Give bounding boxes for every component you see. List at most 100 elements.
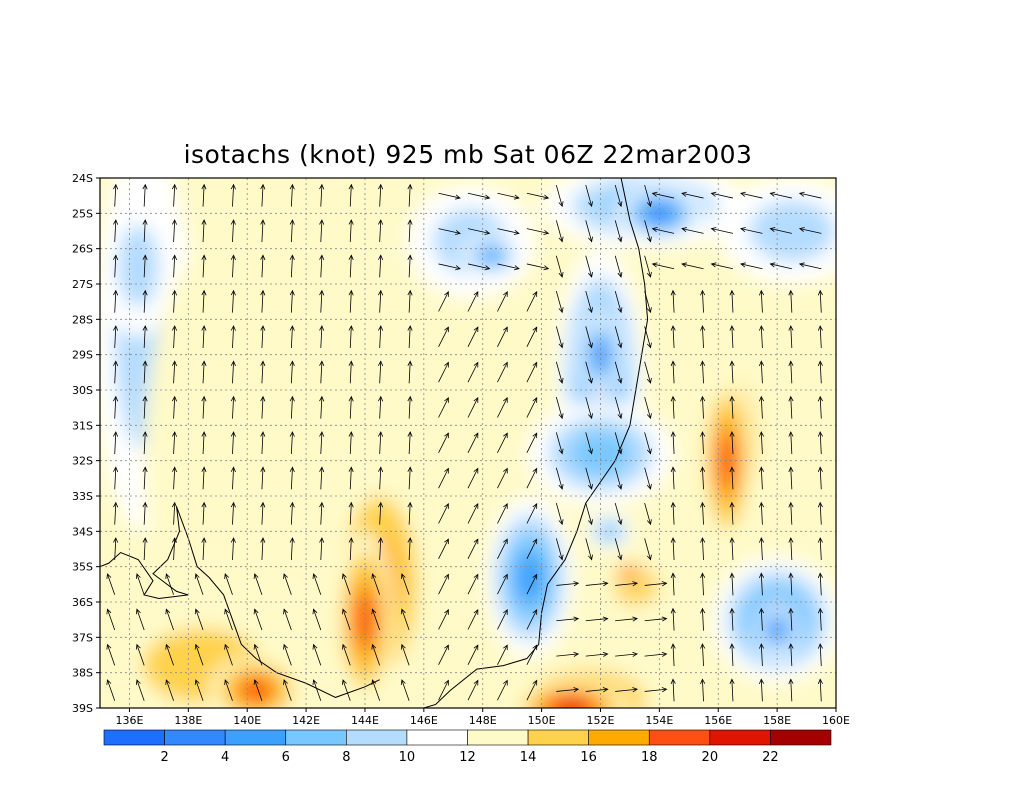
- wind-arrow: [173, 325, 176, 349]
- colorbar-swatch: [406, 729, 468, 746]
- wind-arrow: [438, 468, 449, 489]
- wind-arrow: [438, 432, 449, 454]
- wind-arrowhead: [646, 519, 652, 526]
- wind-arrow: [408, 290, 411, 313]
- wind-arrow: [401, 609, 410, 631]
- wind-arrow: [438, 397, 449, 418]
- wind-arrowhead: [646, 448, 652, 455]
- wind-arrow: [467, 609, 479, 630]
- wind-arrow: [408, 537, 411, 561]
- wind-arrowhead: [106, 679, 112, 685]
- wind-arrow: [438, 574, 449, 595]
- wind-arrowhead: [113, 466, 119, 473]
- wind-arrowhead: [700, 572, 706, 579]
- wind-arrowhead: [788, 643, 794, 649]
- wind-arrow: [438, 263, 461, 270]
- wind-arrow: [290, 219, 293, 243]
- wind-arrowhead: [312, 643, 318, 650]
- wind-arrowhead: [503, 432, 508, 439]
- wind-arrow: [790, 643, 793, 667]
- wind-arrowhead: [400, 679, 406, 685]
- wind-arrowhead: [788, 572, 794, 579]
- wind-arrowhead: [729, 572, 735, 579]
- wind-arrow: [731, 608, 734, 631]
- wind-arrowhead: [473, 573, 479, 580]
- wind-arrowhead: [407, 431, 413, 437]
- wind-arrow: [614, 396, 622, 419]
- wind-arrowhead: [503, 573, 508, 580]
- wind-arrowhead: [378, 537, 384, 543]
- wind-arrowhead: [444, 573, 449, 580]
- wind-arrowhead: [224, 643, 230, 650]
- wind-arrowhead: [503, 326, 508, 333]
- colorbar-label: 12: [459, 750, 476, 765]
- wind-arrow: [585, 184, 593, 207]
- wind-arrowhead: [371, 608, 377, 615]
- wind-arrowhead: [670, 325, 676, 331]
- wind-arrowhead: [319, 537, 325, 543]
- wind-arrow: [254, 679, 263, 701]
- wind-arrow: [556, 688, 579, 692]
- wind-arrowhead: [788, 360, 794, 367]
- wind-arrow: [202, 184, 205, 207]
- wind-arrowhead: [729, 289, 735, 296]
- wind-arrow: [760, 573, 763, 596]
- wind-arrowhead: [670, 360, 676, 367]
- colorbar-swatch: [467, 729, 529, 746]
- wind-arrow: [232, 431, 234, 455]
- wind-arrow: [585, 502, 593, 525]
- wind-arrowhead: [224, 679, 230, 685]
- wind-arrowhead: [473, 679, 479, 686]
- wind-arrow: [614, 361, 622, 384]
- speed-field: [100, 178, 836, 708]
- wind-arrowhead: [710, 191, 717, 197]
- speed-region: [624, 569, 636, 579]
- wind-arrow: [165, 609, 174, 631]
- wind-arrowhead: [646, 201, 652, 208]
- speed-region: [748, 200, 835, 262]
- wind-arrow: [408, 219, 411, 243]
- wind-arrow: [702, 608, 704, 631]
- wind-arrow: [143, 184, 146, 207]
- wind-arrowhead: [503, 361, 508, 368]
- wind-arrow: [114, 325, 117, 349]
- wind-arrowhead: [407, 325, 413, 331]
- wind-arrowhead: [142, 325, 148, 331]
- wind-arrowhead: [617, 554, 623, 561]
- wind-arrow: [644, 688, 667, 692]
- wind-arrowhead: [407, 501, 413, 508]
- wind-arrow: [313, 644, 322, 666]
- wind-arrow: [467, 263, 490, 270]
- wind-arrowhead: [135, 643, 141, 650]
- wind-arrowhead: [700, 431, 706, 437]
- wind-arrowhead: [142, 466, 148, 473]
- y-tick-label: 28S: [72, 313, 93, 326]
- wind-arrow: [585, 538, 593, 560]
- wind-arrowhead: [289, 289, 295, 296]
- wind-arrow: [672, 502, 675, 525]
- wind-arrow: [261, 467, 264, 490]
- wind-arrow: [408, 396, 411, 419]
- wind-arrow: [438, 362, 449, 383]
- wind-arrowhead: [113, 289, 119, 296]
- wind-arrow: [254, 573, 263, 595]
- wind-arrowhead: [473, 609, 479, 615]
- wind-arrowhead: [700, 678, 706, 685]
- wind-arrow: [438, 503, 449, 524]
- wind-arrow: [615, 582, 638, 586]
- wind-arrowhead: [769, 262, 776, 268]
- wind-arrow: [556, 582, 579, 586]
- wind-arrowhead: [378, 360, 384, 367]
- wind-arrowhead: [142, 289, 148, 296]
- wind-arrowhead: [646, 271, 652, 278]
- wind-arrow: [202, 537, 205, 561]
- wind-arrow: [349, 290, 352, 313]
- wind-arrowhead: [342, 608, 347, 615]
- wind-arrow: [770, 228, 792, 234]
- wind-arrowhead: [165, 643, 171, 650]
- wind-arrow: [819, 325, 822, 349]
- wind-arrowhead: [788, 395, 794, 402]
- wind-arrowhead: [661, 616, 668, 622]
- wind-arrow: [790, 467, 793, 490]
- wind-arrow: [438, 291, 449, 312]
